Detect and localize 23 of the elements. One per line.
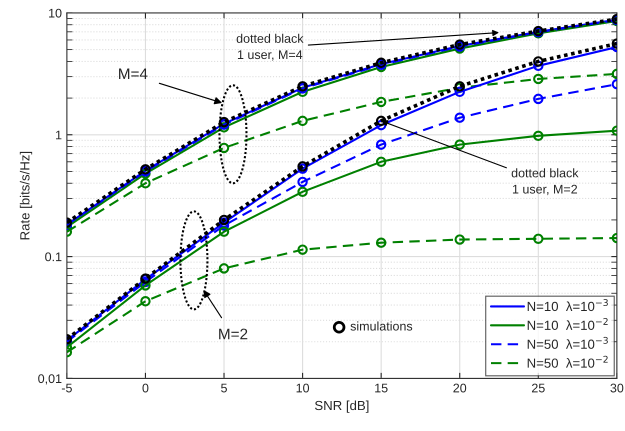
y-tick-label: 1 <box>56 130 62 140</box>
legend-label: N=50 λ=10$^{−2}$ <box>528 356 608 368</box>
x-axis-title: SNR [dB] <box>314 400 368 413</box>
annotation: M=4 <box>119 68 148 80</box>
annotation: dotted black 1 user, M=4 <box>236 34 304 61</box>
legend-label: N=10 λ=10$^{−3}$ <box>528 299 608 312</box>
annotation: M=2 <box>219 328 248 340</box>
y-axis-title: Rate [bits/s/Hz] <box>20 152 32 240</box>
x-tick-label: 0 <box>142 384 148 392</box>
annotation: dotted black 1 user, M=2 <box>512 168 579 196</box>
x-tick-label: 15 <box>375 384 388 392</box>
x-tick-label: 30 <box>610 384 624 392</box>
y-tick-label: 0,01 <box>38 374 62 385</box>
y-tick-label: 0.1 <box>45 252 62 262</box>
x-tick-label: 5 <box>221 384 227 392</box>
annotation: simulations <box>350 321 412 331</box>
x-tick-label: 25 <box>532 384 545 392</box>
y-tick-label: 10 <box>49 8 62 18</box>
x-tick-label: 10 <box>296 384 310 392</box>
x-tick-label: 20 <box>453 384 466 392</box>
legend-label: N=10 λ=10$^{−2}$ <box>528 318 608 330</box>
x-tick-label: -5 <box>62 384 72 392</box>
legend-label: N=50 λ=10$^{−3}$ <box>528 336 608 349</box>
